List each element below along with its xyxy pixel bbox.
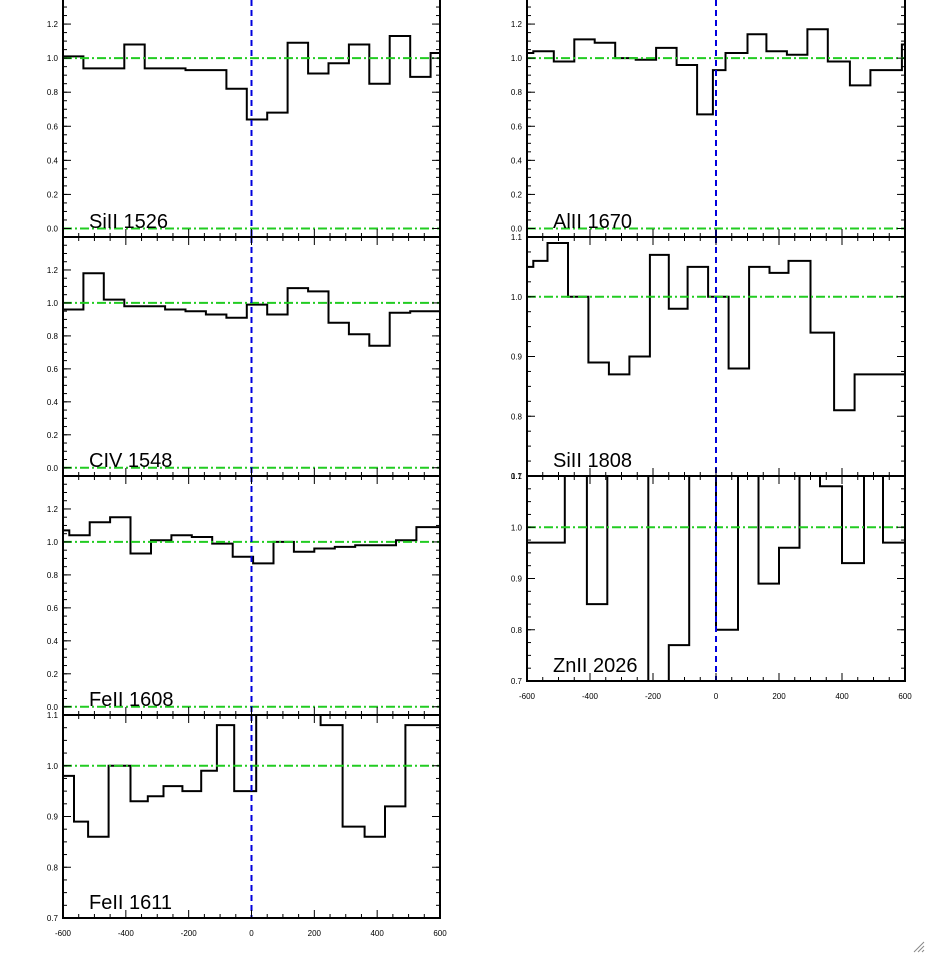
y-tick-label: 0.2	[47, 190, 59, 199]
panel-4: 0.0 0.2 0.4 0.6 0.8 1.0 1.2 AlII 1670	[511, 0, 906, 238]
panel-1: 0.0 0.2 0.4 0.6 0.8 1.0 1.2 CIV 1548	[47, 236, 441, 477]
y-tick-label: 0.2	[47, 670, 59, 679]
x-tick-label: 0	[249, 929, 254, 938]
x-tick-label: 200	[772, 692, 786, 701]
panel-5: 0.7 0.8 0.9 1.0 1.1 SiII 1808	[511, 233, 906, 481]
y-tick-label: 1.0	[47, 54, 59, 63]
y-tick-label: 0.7	[511, 472, 523, 481]
x-tick-label: 200	[308, 929, 322, 938]
y-tick-label: 1.0	[47, 762, 59, 771]
y-tick-label: 1.0	[511, 293, 523, 302]
spectrum-line	[63, 516, 440, 565]
x-tick-label: -200	[181, 929, 198, 938]
panel-label: SiII 1808	[553, 450, 632, 472]
y-tick-label: 0.7	[47, 914, 59, 923]
y-tick-label: 0.6	[511, 122, 523, 131]
y-tick-label: 1.1	[511, 233, 523, 242]
y-tick-label: 0.6	[47, 604, 59, 613]
y-tick-label: 0.2	[47, 431, 59, 440]
x-tick-label: -600	[55, 929, 72, 938]
y-tick-label: 0.8	[47, 571, 59, 580]
y-tick-label: 0.8	[47, 863, 59, 872]
y-tick-label: 0.4	[47, 398, 59, 407]
x-tick-label: -200	[645, 692, 662, 701]
x-tick-label: -600	[519, 692, 536, 701]
x-tick-label: 600	[433, 929, 447, 938]
spectrum-line	[63, 35, 440, 121]
y-tick-label: 0.6	[47, 122, 59, 131]
resize-grip-icon[interactable]	[911, 939, 925, 953]
panel-label: AlII 1670	[553, 211, 632, 233]
y-tick-label: 0.0	[511, 224, 523, 233]
x-tick-label: 0	[714, 692, 719, 701]
y-tick-label: 0.0	[47, 703, 59, 712]
y-tick-label: 1.0	[511, 523, 523, 532]
y-tick-label: 1.0	[47, 299, 59, 308]
y-tick-label: 0.8	[511, 412, 523, 421]
y-tick-label: 0.4	[47, 156, 59, 165]
x-tick-label: -400	[118, 929, 135, 938]
panel-3: 0.7 0.8 0.9 1.0 1.1 -600 -400 -200 0 200 400 600 FeI…	[47, 711, 447, 938]
y-tick-label: 0.7	[511, 677, 523, 686]
y-tick-label: 0.8	[511, 626, 523, 635]
y-tick-label: 0.6	[47, 365, 59, 374]
panel-2: 0.0 0.2 0.4 0.6 0.8 1.0 1.2 FeII 1608	[47, 475, 441, 716]
x-tick-label: 400	[835, 692, 849, 701]
y-tick-label: 0.0	[47, 224, 59, 233]
y-tick-label: 0.8	[47, 88, 59, 97]
spectrum-line	[63, 272, 440, 347]
spectrum-line	[527, 242, 905, 412]
panel-6: 0.7 0.8 0.9 1.0 1.1 -600 -400 -200 0 200 400 600 ZnI…	[511, 472, 912, 701]
spectrum-line	[527, 476, 905, 681]
y-tick-label: 1.2	[47, 266, 59, 275]
panel-label: SiII 1526	[89, 211, 168, 233]
x-tick-label: 600	[898, 692, 912, 701]
y-tick-label: 0.9	[511, 575, 523, 584]
y-tick-label: 0.2	[511, 190, 523, 199]
y-tick-label: 0.8	[47, 332, 59, 341]
x-tick-label: -400	[582, 692, 599, 701]
y-tick-label: 1.2	[47, 505, 59, 514]
y-tick-label: 1.2	[511, 20, 523, 29]
panel-0: 0.0 0.2 0.4 0.6 0.8 1.0 1.2 SiII 1526	[47, 0, 441, 238]
y-tick-label: 1.0	[511, 54, 523, 63]
y-tick-label: 0.8	[511, 88, 523, 97]
y-tick-label: 0.9	[511, 353, 523, 362]
y-tick-label: 1.1	[511, 472, 523, 481]
y-tick-label: 0.4	[511, 156, 523, 165]
y-tick-label: 0.0	[47, 464, 59, 473]
panel-label: FeII 1608	[89, 689, 174, 711]
panel-label: FeII 1611	[89, 892, 172, 914]
y-tick-label: 1.0	[47, 538, 59, 547]
y-tick-label: 0.9	[47, 813, 59, 822]
y-tick-label: 1.2	[47, 20, 59, 29]
panel-label: ZnII 2026	[553, 655, 638, 677]
y-tick-label: 1.1	[47, 711, 59, 720]
y-tick-label: 0.4	[47, 637, 59, 646]
spectrum-line	[527, 28, 905, 116]
x-tick-label: 400	[370, 929, 384, 938]
panel-label: CIV 1548	[89, 450, 172, 472]
